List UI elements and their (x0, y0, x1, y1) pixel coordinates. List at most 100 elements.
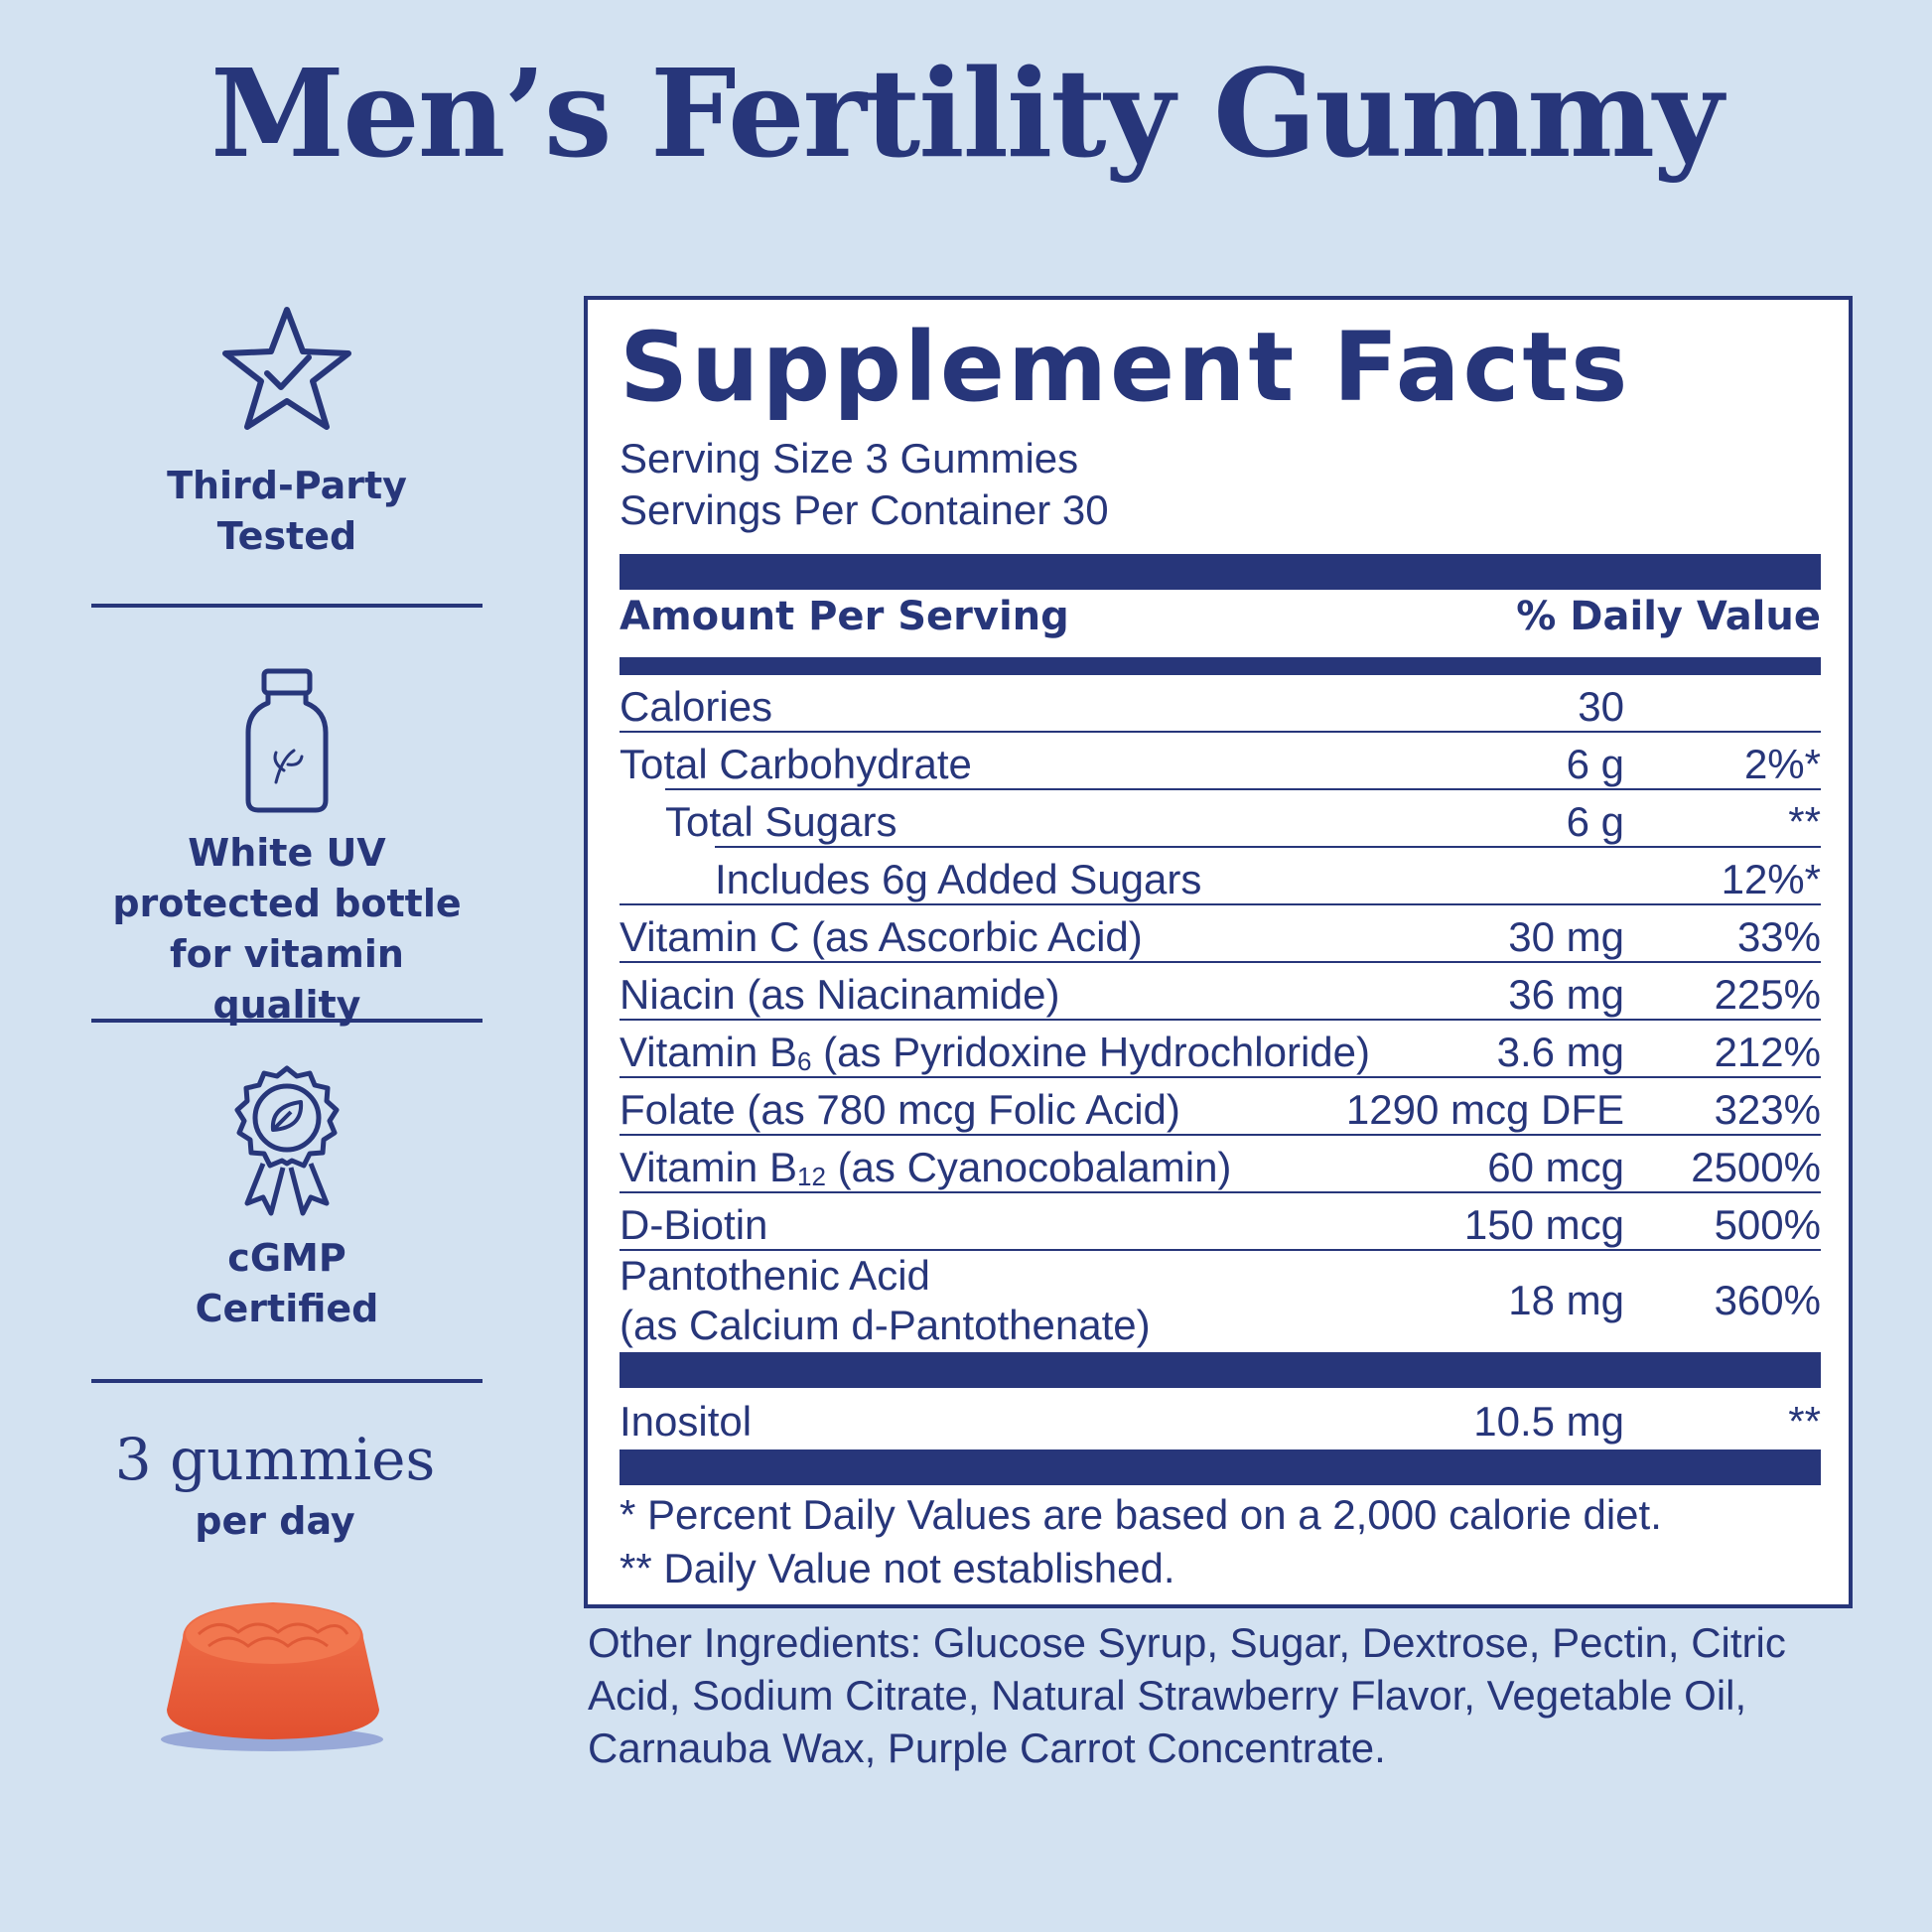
nutrient-name: Niacin (as Niacinamide) (620, 971, 1060, 1018)
nutrient-daily-value: 12%* (1721, 856, 1821, 902)
nutrient-name: Inositol (620, 1398, 753, 1445)
serving-size: Serving Size 3 Gummies (620, 435, 1079, 482)
divider (91, 1019, 483, 1023)
nutrient-name-line: (as Calcium d-Pantothenate) (620, 1302, 1151, 1348)
nutrient-amount: 60 mcg (1487, 1144, 1624, 1190)
nutrient-name: Calories (620, 683, 773, 730)
divider (91, 1379, 483, 1383)
row-divider (620, 731, 1821, 733)
header-daily-value: % Daily Value (1516, 594, 1821, 639)
nutrient-row: Calories 30 (620, 675, 1821, 733)
nutrient-name: Includes 6g Added Sugars (715, 856, 1202, 902)
nutrient-daily-value: ** (1788, 798, 1821, 845)
dose-frequency: per day (195, 1499, 355, 1543)
page-title: Men’s Fertility Gummy (210, 42, 1724, 185)
thick-rule (620, 554, 1821, 590)
row-divider (620, 1134, 1821, 1136)
badge-cgmp-certified: cGMP Certified (91, 1064, 483, 1334)
nutrient-daily-value: 225% (1714, 971, 1821, 1018)
supplement-facts-title: Supplement Facts (620, 312, 1631, 423)
nutrient-name-part: (as Pyridoxine Hydrochloride) (811, 1029, 1371, 1075)
nutrient-amount: 6 g (1566, 798, 1624, 845)
nutrient-daily-value: 212% (1714, 1029, 1821, 1075)
nutrient-amount: 10.5 mg (1473, 1398, 1624, 1445)
nutrient-row: Pantothenic Acid (as Calcium d-Pantothena… (620, 1251, 1821, 1350)
other-ingredients: Other Ingredients: Glucose Syrup, Sugar,… (588, 1619, 1786, 1771)
nutrient-daily-value: 323% (1714, 1086, 1821, 1133)
nutrient-name: D-Biotin (620, 1201, 768, 1248)
nutrient-name-line: Pantothenic Acid (620, 1252, 930, 1299)
nutrient-name-subscript: 12 (796, 1162, 826, 1191)
footnote: ** Daily Value not established. (620, 1545, 1175, 1591)
badge-label-line: Third-Party (167, 464, 407, 507)
header-amount-per-serving: Amount Per Serving (620, 594, 1069, 639)
nutrient-row: Total Carbohydrate 6 g 2%* (620, 733, 1821, 790)
badge-label: cGMP Certified (91, 1233, 483, 1334)
nutrient-row: D-Biotin 150 mcg 500% (620, 1193, 1821, 1251)
dose-amount: 3 gummies (114, 1426, 436, 1493)
badge-label-line: for vitamin quality (170, 932, 404, 1027)
medium-rule (620, 657, 1821, 675)
nutrient-daily-value: 500% (1714, 1201, 1821, 1248)
nutrient-row: Vitamin B12 (as Cyanocobalamin) 60 mcg 250… (620, 1136, 1821, 1193)
nutrient-amount: 36 mg (1508, 971, 1624, 1018)
nutrient-name: Folate (as 780 mcg Folic Acid) (620, 1086, 1180, 1133)
nutrient-name: Total Carbohydrate (620, 741, 972, 787)
nutrient-name-subscript: 6 (796, 1046, 812, 1076)
nutrient-daily-value: 360% (1714, 1277, 1821, 1323)
thick-rule (620, 1352, 1821, 1388)
badge-label-line: Tested (216, 514, 357, 558)
badge-label-line: Certified (195, 1287, 379, 1330)
row-divider (665, 788, 1821, 790)
nutrient-amount: 30 mg (1508, 913, 1624, 960)
nutrient-daily-value: 33% (1736, 913, 1821, 960)
nutrient-name: Vitamin C (as Ascorbic Acid) (620, 913, 1143, 960)
gummy-icon (161, 1602, 383, 1751)
divider (91, 604, 483, 608)
nutrient-row: Includes 6g Added Sugars 12%* (620, 848, 1821, 905)
nutrient-name: Total Sugars (665, 798, 897, 845)
badge-label: White UV protected bottle for vitamin qu… (91, 828, 483, 1031)
nutrient-name-part: Vitamin B (620, 1144, 797, 1190)
nutrient-name-part: (as Cyanocobalamin) (825, 1144, 1232, 1190)
star-check-icon (222, 307, 351, 430)
nutrient-amount: 30 (1578, 683, 1624, 730)
nutrient-row: Folate (as 780 mcg Folic Acid) 1290 mcg D… (620, 1078, 1821, 1136)
nutrient-name: Vitamin B6 (as Pyridoxine Hydrochloride) (620, 1029, 1370, 1077)
nutrient-amount: 3.6 mg (1496, 1029, 1624, 1075)
badge-label-line: protected bottle (112, 882, 462, 925)
thick-rule (620, 1449, 1821, 1485)
nutrient-name: Vitamin B12 (as Cyanocobalamin) (620, 1144, 1231, 1192)
nutrient-amount: 150 mcg (1463, 1201, 1624, 1248)
row-divider (620, 1191, 1821, 1193)
badge-label-line: White UV (188, 831, 386, 875)
nutrient-amount: 18 mg (1508, 1277, 1624, 1323)
nutrient-row: Vitamin B6 (as Pyridoxine Hydrochloride)… (620, 1021, 1821, 1078)
nutrient-amount: 1290 mcg DFE (1345, 1086, 1624, 1133)
nutrient-name: Pantothenic Acid (as Calcium d-Pantothena… (620, 1251, 1151, 1350)
badge-label-line: cGMP (227, 1236, 346, 1280)
nutrient-daily-value: ** (1788, 1398, 1821, 1445)
row-divider (620, 1076, 1821, 1078)
nutrient-row: Niacin (as Niacinamide) 36 mg 225% (620, 963, 1821, 1021)
servings-per-container: Servings Per Container 30 (620, 486, 1109, 533)
badge-uv-bottle: White UV protected bottle for vitamin qu… (91, 667, 483, 1031)
nutrient-row: Inositol 10.5 mg ** (620, 1390, 1821, 1448)
bottle-icon (245, 668, 329, 813)
row-divider (620, 903, 1821, 905)
nutrient-daily-value: 2500% (1691, 1144, 1821, 1190)
award-ribbon-icon (234, 1065, 340, 1216)
row-divider (620, 1019, 1821, 1021)
supplement-facts-panel: Supplement Facts Serving Size 3 Gummies … (584, 296, 1853, 1608)
badge-third-party-tested: Third-Party Tested (91, 304, 483, 562)
nutrient-daily-value: 2%* (1743, 741, 1821, 787)
nutrient-row: Vitamin C (as Ascorbic Acid) 30 mg 33% (620, 905, 1821, 963)
nutrient-name-part: Vitamin B (620, 1029, 797, 1075)
row-divider (715, 846, 1821, 848)
row-divider (620, 1249, 1821, 1251)
footnote: * Percent Daily Values are based on a 2,… (620, 1491, 1662, 1538)
nutrient-row: Total Sugars 6 g ** (620, 790, 1821, 848)
badge-label: Third-Party Tested (91, 461, 483, 562)
nutrient-amount: 6 g (1566, 741, 1624, 787)
row-divider (620, 961, 1821, 963)
